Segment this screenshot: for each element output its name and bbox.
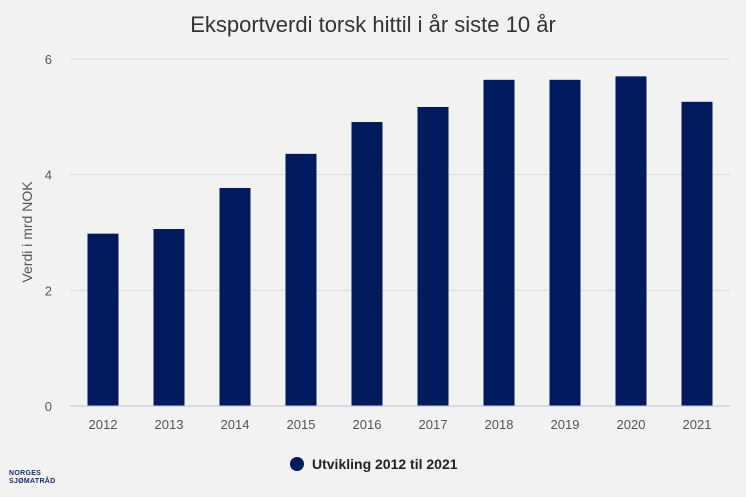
bars — [87, 76, 713, 407]
x-tick-label: 2021 — [683, 417, 712, 432]
bar-2015[interactable] — [285, 153, 317, 406]
x-tick-label: 2018 — [485, 417, 514, 432]
x-tick-label: 2012 — [89, 417, 118, 432]
legend-marker — [290, 457, 304, 471]
chart-title: Eksportverdi torsk hittil i år siste 10 … — [190, 12, 556, 37]
bar-2021[interactable] — [681, 101, 713, 407]
y-axis-label: Verdi i mrd NOK — [19, 181, 35, 283]
bar-2012[interactable] — [87, 233, 119, 406]
legend[interactable]: Utvikling 2012 til 2021 — [290, 456, 458, 472]
bar-2017[interactable] — [417, 107, 449, 407]
x-tick-label: 2019 — [551, 417, 580, 432]
bar-2014[interactable] — [219, 187, 251, 406]
y-tick-label: 0 — [45, 399, 52, 414]
norges-sjomatrad-logo: NORGES SJØMATRÅD — [9, 470, 56, 486]
x-tick-label: 2013 — [155, 417, 184, 432]
legend-label: Utvikling 2012 til 2021 — [312, 456, 458, 472]
bar-2018[interactable] — [483, 79, 515, 406]
x-tick-label: 2015 — [287, 417, 316, 432]
x-tick-label: 2020 — [617, 417, 646, 432]
bar-2020[interactable] — [615, 76, 647, 406]
y-tick-label: 2 — [45, 283, 52, 298]
bar-2013[interactable] — [153, 229, 185, 406]
logo-line-1: NORGES — [9, 470, 42, 477]
x-tick-label: 2014 — [221, 417, 250, 432]
y-axis-ticks: 0 2 4 6 — [45, 52, 52, 414]
x-tick-label: 2017 — [419, 417, 448, 432]
logo-line-2: SJØMATRÅD — [9, 478, 56, 485]
x-axis-ticks: 2012 2013 2014 2015 2016 2017 2018 2019 2020 2021 — [89, 417, 712, 432]
bar-2016[interactable] — [351, 122, 383, 406]
y-tick-label: 4 — [45, 168, 52, 183]
bar-2019[interactable] — [549, 79, 581, 406]
y-tick-label: 6 — [45, 52, 52, 67]
x-tick-label: 2016 — [353, 417, 382, 432]
